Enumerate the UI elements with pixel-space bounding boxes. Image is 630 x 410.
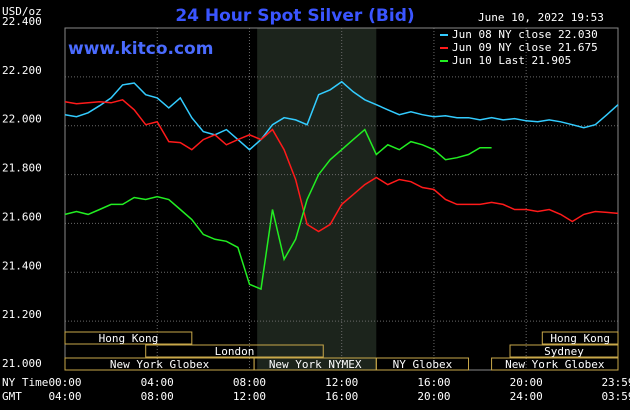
y-axis-label: USD/oz xyxy=(2,5,42,18)
session-box xyxy=(64,331,193,345)
session-label: London xyxy=(215,345,255,358)
x-axis-label: GMT xyxy=(2,390,22,403)
legend-entry: Jun 10 Last 21.905 xyxy=(452,54,571,67)
y-tick-label: 22.400 xyxy=(2,15,42,28)
x2-tick-label: 20:00 xyxy=(417,390,450,403)
y-tick-label: 21.600 xyxy=(2,210,42,223)
nymex-highlight xyxy=(257,28,377,370)
x-tick-label: 00:00 xyxy=(48,376,81,389)
legend-entry: Jun 09 NY close 21.675 xyxy=(452,41,598,54)
y-tick-label: 22.200 xyxy=(2,64,42,77)
session-label: Hong Kong xyxy=(550,332,610,345)
x2-tick-label: 08:00 xyxy=(141,390,174,403)
chart-title: 24 Hour Spot Silver (Bid) xyxy=(175,6,414,26)
session-box xyxy=(509,344,619,358)
x-tick-label: 08:00 xyxy=(233,376,266,389)
x2-tick-label: 04:00 xyxy=(48,390,81,403)
x2-tick-label: 24:00 xyxy=(510,390,543,403)
x-tick-label: 23:59 xyxy=(601,376,630,389)
x2-tick-label: 16:00 xyxy=(325,390,358,403)
x-tick-label: 04:00 xyxy=(141,376,174,389)
session-box xyxy=(145,344,324,358)
x-tick-label: 12:00 xyxy=(325,376,358,389)
session-box xyxy=(375,357,470,371)
session-box xyxy=(541,331,619,345)
y-tick-label: 21.800 xyxy=(2,162,42,175)
session-box xyxy=(491,357,619,371)
price-line xyxy=(64,128,492,291)
session-label: New York Globex xyxy=(505,358,605,371)
legend-entry: Jun 08 NY close 22.030 xyxy=(452,28,598,41)
session-label: New York NYMEX xyxy=(269,358,362,371)
x-tick-label: 20:00 xyxy=(510,376,543,389)
timestamp: June 10, 2022 19:53 xyxy=(478,11,604,24)
y-tick-label: 21.000 xyxy=(2,357,42,370)
x-tick-label: 16:00 xyxy=(417,376,450,389)
session-label: New York Globex xyxy=(110,358,210,371)
y-tick-label: 21.200 xyxy=(2,308,42,321)
session-label: NY Globex xyxy=(393,358,453,371)
x2-tick-label: 12:00 xyxy=(233,390,266,403)
x2-tick-label: 03:59 xyxy=(601,390,630,403)
y-tick-label: 21.400 xyxy=(2,259,42,272)
price-line xyxy=(64,80,619,151)
y-tick-label: 22.000 xyxy=(2,113,42,126)
session-label: Sydney xyxy=(544,345,584,358)
watermark: www.kitco.com xyxy=(68,39,213,59)
price-line xyxy=(64,98,619,233)
x-axis-label: NY Time xyxy=(2,376,48,389)
session-label: Hong Kong xyxy=(99,332,159,345)
